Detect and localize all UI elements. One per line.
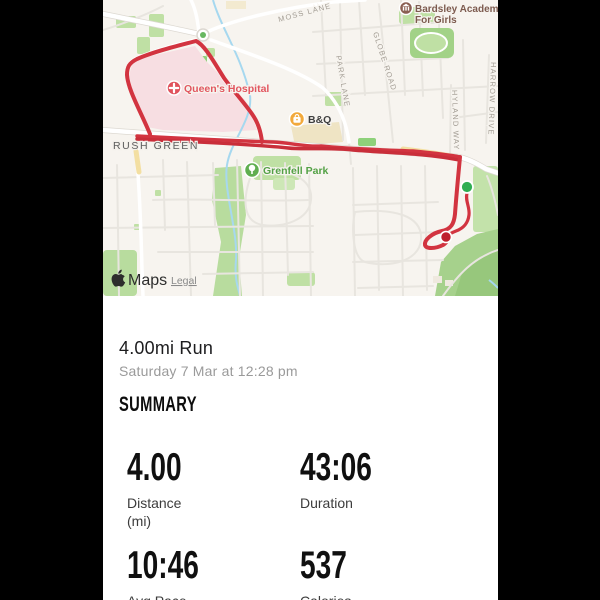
stat-calories-label: Calories <box>300 592 487 600</box>
summary-stats-grid: 4.00 Distance (mi) 43:06 Duration 10:46 … <box>127 448 487 600</box>
summary-section-title: SUMMARY <box>119 393 197 416</box>
stat-distance-unit: (mi) <box>127 513 152 530</box>
map-buildings <box>226 1 453 286</box>
stat-calories: 537 Calories <box>300 546 487 600</box>
svg-text:Queen's Hospital: Queen's Hospital <box>184 83 269 95</box>
poi-queens-hospital: Queen's Hospital <box>166 80 271 96</box>
svg-text:For Girls: For Girls <box>415 15 457 26</box>
maps-brand-label: Maps <box>128 272 167 289</box>
run-route <box>125 39 471 250</box>
stat-distance-value: 4.00 <box>127 446 182 489</box>
street-label-hyland-way: HYLAND WAY <box>450 90 461 151</box>
stat-avg-pace-label: Avg Pace <box>127 592 300 600</box>
workout-title: 4.00mi Run <box>119 338 214 358</box>
roundabout <box>196 28 210 42</box>
stat-duration-label: Duration <box>300 495 353 511</box>
svg-text:B&Q: B&Q <box>308 114 331 126</box>
route-map[interactable]: MOSS LANE PARK LANE GLOBE ROAD HYLAND WA… <box>103 0 498 296</box>
route-descent <box>422 155 462 250</box>
map-green-areas <box>103 7 498 296</box>
svg-text:Bardsley Academy: Bardsley Academy <box>415 4 498 15</box>
poi-bq: B&Q <box>288 110 333 127</box>
route-loop <box>125 39 264 144</box>
app-screen: MOSS LANE PARK LANE GLOBE ROAD HYLAND WA… <box>103 0 498 600</box>
sports-field <box>410 28 454 58</box>
stat-distance-label: Distance <box>127 495 182 511</box>
stat-duration: 43:06 Duration <box>300 448 487 530</box>
legal-link[interactable]: Legal <box>171 275 197 287</box>
route-back <box>135 137 461 162</box>
route-out <box>135 134 462 159</box>
svg-text:Grenfell Park: Grenfell Park <box>263 165 329 177</box>
route-start-marker <box>460 180 474 194</box>
poi-grenfell-park: Grenfell Park <box>243 161 330 178</box>
stat-calories-value: 537 <box>300 544 347 588</box>
apple-logo-icon <box>111 269 126 287</box>
street-label-harrow-drive: HARROW DRIVE <box>486 62 498 136</box>
stream <box>212 0 498 296</box>
stat-avg-pace-value: 10:46 <box>127 544 199 588</box>
stat-distance: 4.00 Distance (mi) <box>127 448 300 530</box>
map-canvas: MOSS LANE PARK LANE GLOBE ROAD HYLAND WA… <box>103 0 498 296</box>
poi-bardsley-academy: Bardsley Academy For Girls <box>398 0 498 27</box>
map-attribution: Maps Legal <box>111 269 197 289</box>
route-end-marker <box>439 230 453 244</box>
area-label-rush-green: RUSH GREEN <box>113 140 199 152</box>
workout-detail-panel <box>103 296 498 600</box>
stat-duration-value: 43:06 <box>300 446 372 489</box>
workout-date: Saturday 7 Mar at 12:28 pm <box>119 363 298 379</box>
stat-avg-pace: 10:46 Avg Pace <box>127 546 300 600</box>
hospital-grounds-area <box>129 46 257 132</box>
